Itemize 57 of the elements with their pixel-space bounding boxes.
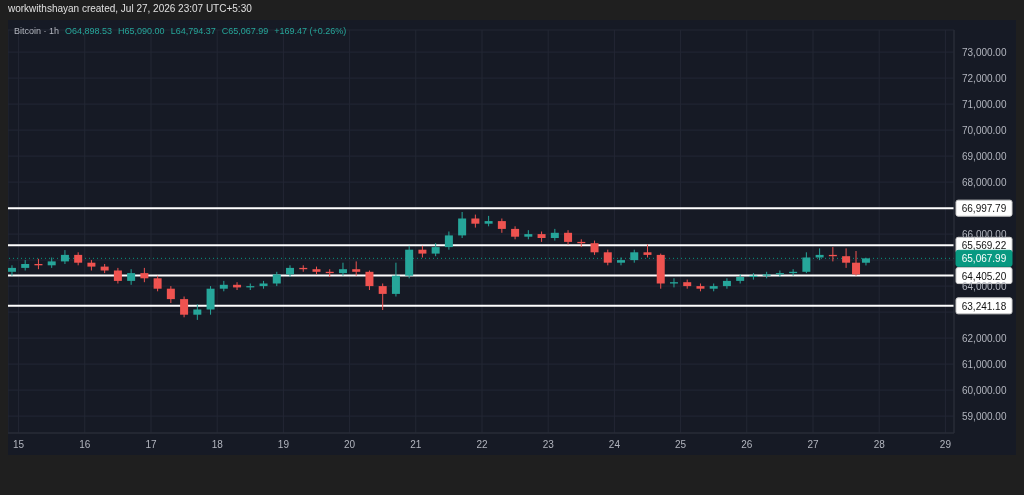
candlestick <box>802 251 811 274</box>
ref-line-label: 65,569.22 <box>961 240 1007 252</box>
x-tick-label: 26 <box>741 439 753 451</box>
candlestick <box>842 247 851 269</box>
candlestick <box>206 285 215 316</box>
y-tick-label: 64,000.00 <box>962 280 1007 292</box>
x-tick-label: 17 <box>145 439 157 451</box>
x-tick-label: 23 <box>542 439 555 451</box>
x-tick-label: 29 <box>939 439 952 451</box>
candlestick <box>617 257 626 266</box>
candlestick <box>391 262 400 297</box>
ref-line-label: 66,997.79 <box>961 203 1007 215</box>
ref-line-label: 63,241.18 <box>961 300 1007 312</box>
y-tick-label: 69,000.00 <box>962 150 1007 162</box>
ref-line-label: 65,067.99 <box>961 253 1007 265</box>
annotation: C65,067.99 <box>221 26 269 36</box>
y-tick-label: 73,000.00 <box>962 46 1007 58</box>
annotation: H65,090.00 <box>118 26 165 36</box>
y-tick-label: 66,000.00 <box>962 228 1007 240</box>
x-tick-label: 19 <box>277 439 290 451</box>
y-tick-label: 60,000.00 <box>962 384 1007 396</box>
annotation: L64,794.37 <box>170 26 216 36</box>
candlestick <box>8 264 16 277</box>
x-tick-label: 27 <box>807 439 819 451</box>
candlestick <box>444 231 453 251</box>
candlestick <box>669 277 678 288</box>
ref-line-label: 64,405.20 <box>961 270 1007 282</box>
candlestick <box>180 296 189 318</box>
y-tick-label: 71,000.00 <box>962 98 1007 110</box>
x-tick-label: 20 <box>344 439 356 451</box>
x-tick-label: 21 <box>410 439 422 451</box>
candlestick <box>338 262 347 277</box>
y-tick-label: 72,000.00 <box>962 72 1007 84</box>
x-tick-label: 18 <box>211 439 224 451</box>
candlestick <box>365 270 374 291</box>
y-tick-label: 70,000.00 <box>962 124 1007 136</box>
candlestick <box>378 283 387 311</box>
annotation: O64,898.53 <box>65 26 113 36</box>
candlestick <box>852 250 861 277</box>
y-tick-label: 61,000.00 <box>962 358 1007 370</box>
y-tick-label: 62,000.00 <box>962 332 1007 344</box>
chart-subtitle: Bitcoin · 1h <box>14 26 60 36</box>
x-tick-label: 28 <box>873 439 886 451</box>
annotation: +169.47 (+0.26%) <box>274 26 347 36</box>
y-tick-label: 59,000.00 <box>962 410 1007 422</box>
x-tick-label: 16 <box>79 439 91 451</box>
x-tick-label: 22 <box>476 439 488 451</box>
y-tick-label: 68,000.00 <box>962 176 1007 188</box>
x-tick-label: 25 <box>675 439 687 451</box>
candlestick <box>286 264 295 278</box>
x-tick-label: 24 <box>608 439 621 451</box>
chart-title: workwithshayan created, Jul 27, 2026 23:07 UTC+5:30 <box>8 3 252 14</box>
candlestick <box>127 268 136 286</box>
candlestick <box>458 211 467 239</box>
x-tick-label: 15 <box>13 439 25 451</box>
candlestick <box>60 249 69 265</box>
candlestick <box>722 277 731 290</box>
